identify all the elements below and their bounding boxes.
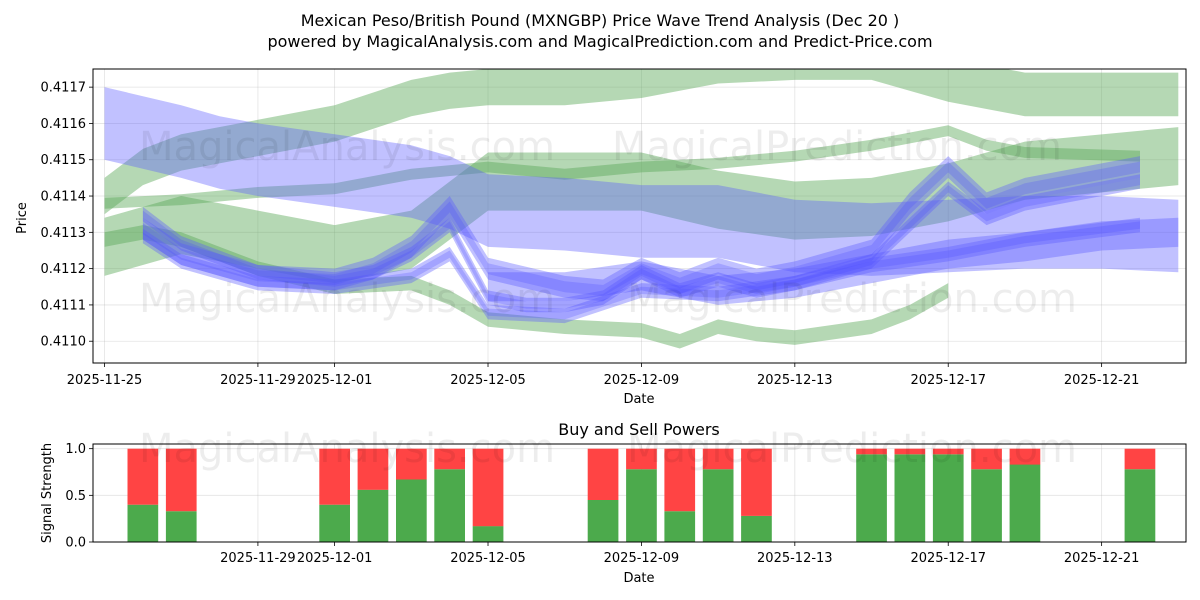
price-y-tick-label: 0.4112 <box>41 262 87 277</box>
price-x-tick-label: 2025-12-21 <box>1064 373 1140 388</box>
sell-power-bar <box>396 448 427 480</box>
sell-power-bar <box>741 448 772 516</box>
sell-power-bar <box>319 448 350 505</box>
buy-sell-powers-chart: Buy and Sell Powers MagicalAnalysis.com … <box>40 420 1187 586</box>
sell-power-bar <box>932 448 964 455</box>
sell-power-bar <box>856 448 887 455</box>
price-y-tick-label: 0.4115 <box>41 153 87 168</box>
sell-power-bar <box>971 448 1002 470</box>
price-wave-chart: MagicalAnalysis.com MagicalPrediction.co… <box>15 68 1187 407</box>
buy-sell-x-tick-label: 2025-12-01 <box>297 551 373 566</box>
price-x-tick-label: 2025-12-17 <box>910 373 986 388</box>
blue-wave-band <box>104 87 1179 276</box>
buy-sell-x-tick-label: 2025-12-17 <box>910 551 986 566</box>
watermark-mid-left: MagicalAnalysis.com <box>139 276 555 322</box>
sell-power-bar <box>894 448 926 455</box>
watermark-bottom-right: MagicalPrediction.com <box>627 426 1077 472</box>
price-x-label: Date <box>623 392 654 407</box>
price-y-tick-label: 0.4111 <box>41 298 87 313</box>
price-grid <box>93 69 1186 363</box>
price-y-tick-label: 0.4114 <box>41 190 87 205</box>
price-y-tick-label: 0.4113 <box>41 226 87 241</box>
sell-power-bar <box>702 448 734 470</box>
buy-power-bar <box>971 469 1002 542</box>
sell-power-bar <box>1124 448 1156 470</box>
price-y-tick-label: 0.4110 <box>41 335 87 350</box>
price-x-tick-label: 2025-11-25 <box>67 373 143 388</box>
buy-sell-x-tick-label: 2025-12-21 <box>1064 551 1140 566</box>
buy-sell-y-tick-label: 0.0 <box>65 536 86 551</box>
buy-power-bar <box>396 479 427 542</box>
green-wave-band <box>104 225 949 349</box>
blue-wave-core <box>142 161 1140 296</box>
price-x-tick-label: 2025-12-13 <box>757 373 833 388</box>
price-plot-background <box>93 69 1186 363</box>
buy-power-bar <box>626 469 657 542</box>
green-wave-band <box>104 127 1179 284</box>
price-bands <box>104 69 1179 349</box>
sell-power-bar <box>434 448 465 470</box>
buy-power-bar <box>664 511 696 542</box>
watermark-top-left: MagicalAnalysis.com <box>139 124 555 170</box>
price-watermarks: MagicalAnalysis.com MagicalPrediction.co… <box>139 124 1077 322</box>
blue-wave-band <box>488 217 1179 305</box>
buy-power-bar <box>434 469 465 542</box>
buy-power-bar <box>894 454 926 542</box>
sell-power-bar <box>587 448 619 500</box>
price-plot-frame <box>92 68 1187 364</box>
buy-power-bar <box>587 500 619 542</box>
sell-power-bar <box>165 448 197 512</box>
buy-sell-plot-frame <box>92 443 1187 543</box>
sell-power-bar <box>1009 448 1041 465</box>
buy-power-bar <box>856 454 887 542</box>
buy-sell-y-tick-label: 0.5 <box>65 489 86 504</box>
buy-power-bar <box>1009 464 1041 542</box>
price-x-tick-label: 2025-12-05 <box>450 373 526 388</box>
price-y-ticks: 0.4110 0.4111 0.4112 0.4113 0.4114 0.4115 0.41… <box>41 81 93 350</box>
green-wave-band <box>104 69 1179 215</box>
buy-sell-title: Buy and Sell Powers <box>558 420 720 439</box>
buy-power-bar <box>357 489 389 542</box>
sell-power-bar <box>626 448 657 470</box>
price-y-tick-label: 0.4116 <box>41 117 87 132</box>
sell-power-bar <box>357 448 389 490</box>
sell-power-bar <box>664 448 696 512</box>
price-y-label: Price <box>15 202 30 234</box>
buy-sell-x-ticks: 2025-11-29 2025-12-01 2025-12-05 2025-12-09… <box>220 542 1139 566</box>
buy-power-bar <box>741 515 772 542</box>
buy-sell-y-tick-label: 1.0 <box>65 442 86 457</box>
buy-sell-x-label: Date <box>623 571 654 586</box>
buy-sell-x-tick-label: 2025-12-09 <box>604 551 680 566</box>
sell-power-bar <box>127 448 159 505</box>
buy-power-bar <box>319 504 350 542</box>
sell-power-bar <box>472 448 504 527</box>
buy-sell-bars <box>127 448 1156 542</box>
price-x-tick-label: 2025-12-01 <box>297 373 373 388</box>
buy-sell-y-ticks: 0.0 0.5 1.0 <box>65 442 93 551</box>
buy-sell-x-tick-label: 2025-12-05 <box>450 551 526 566</box>
figure-title-line2: powered by MagicalAnalysis.com and Magic… <box>267 32 932 51</box>
price-x-ticks: 2025-11-25 2025-11-29 2025-12-01 2025-12-05… <box>67 363 1140 388</box>
price-x-tick-label: 2025-12-09 <box>604 373 680 388</box>
price-y-tick-label: 0.4117 <box>41 81 87 96</box>
figure-title-line1: Mexican Peso/British Pound (MXNGBP) Pric… <box>301 11 900 30</box>
buy-power-bar <box>472 526 504 542</box>
buy-power-bar <box>932 454 964 542</box>
buy-sell-x-tick-label: 2025-11-29 <box>220 551 296 566</box>
buy-power-bar <box>127 504 159 542</box>
buy-sell-y-label: Signal Strength <box>40 443 55 543</box>
buy-power-bar <box>1124 469 1156 542</box>
watermark-top-right: MagicalPrediction.com <box>612 124 1062 170</box>
green-wave-band <box>104 125 1140 209</box>
watermark-bottom-left: MagicalAnalysis.com <box>139 426 555 472</box>
buy-power-bar <box>165 511 197 542</box>
buy-power-bar <box>702 469 734 542</box>
blue-wave-band <box>142 156 1140 302</box>
buy-sell-watermarks: MagicalAnalysis.com MagicalPrediction.co… <box>139 426 1077 472</box>
price-x-tick-label: 2025-11-29 <box>220 373 296 388</box>
watermark-mid-right: MagicalPrediction.com <box>627 276 1077 322</box>
buy-sell-x-tick-label: 2025-12-13 <box>757 551 833 566</box>
